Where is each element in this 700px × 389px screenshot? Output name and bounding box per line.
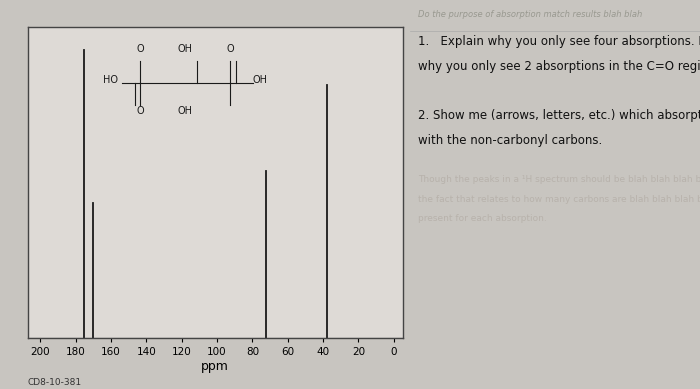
Text: OH: OH bbox=[178, 44, 193, 54]
X-axis label: ppm: ppm bbox=[202, 360, 229, 373]
Text: Though the peaks in a ¹H spectrum should be blah blah blah blah blah: Though the peaks in a ¹H spectrum should… bbox=[418, 175, 700, 184]
Text: O: O bbox=[226, 44, 234, 54]
Text: Do the purpose of absorption match results blah blah: Do the purpose of absorption match resul… bbox=[418, 10, 643, 19]
Text: CD8-10-381: CD8-10-381 bbox=[28, 378, 82, 387]
Text: the fact that relates to how many carbons are blah blah blah blah: the fact that relates to how many carbon… bbox=[418, 194, 700, 203]
Text: present for each absorption.: present for each absorption. bbox=[418, 214, 547, 223]
Text: with the non-carbonyl carbons.: with the non-carbonyl carbons. bbox=[418, 134, 603, 147]
Text: OH: OH bbox=[178, 106, 193, 116]
Text: why you only see 2 absorptions in the C=O region.: why you only see 2 absorptions in the C=… bbox=[418, 60, 700, 73]
Text: 2. Show me (arrows, letters, etc.) which absorptions go: 2. Show me (arrows, letters, etc.) which… bbox=[418, 109, 700, 122]
Text: 1.   Explain why you only see four absorptions. Include: 1. Explain why you only see four absorpt… bbox=[418, 35, 700, 48]
Text: HO: HO bbox=[103, 75, 118, 85]
Text: O: O bbox=[136, 44, 144, 54]
Text: O: O bbox=[136, 106, 144, 116]
Text: OH: OH bbox=[253, 75, 267, 85]
